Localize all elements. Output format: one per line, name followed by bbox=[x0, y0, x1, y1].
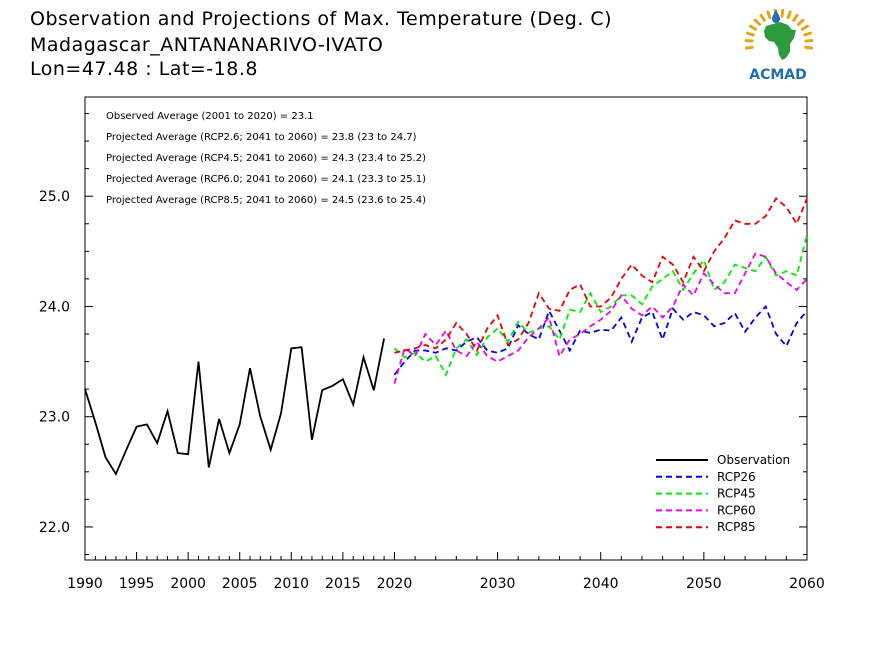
sun-ray bbox=[753, 18, 762, 26]
axis-ticks bbox=[84, 113, 808, 560]
x-tick-label: 2000 bbox=[170, 576, 206, 592]
acmad-logo: ACMAD bbox=[744, 8, 814, 83]
legend-label: RCP60 bbox=[717, 503, 756, 517]
average-annotation: Projected Average (RCP2.6; 2041 to 2060)… bbox=[106, 132, 417, 143]
sun-ray bbox=[759, 13, 766, 22]
sun-ray bbox=[796, 18, 805, 26]
logo-text: ACMAD bbox=[749, 67, 807, 83]
average-annotation: Observed Average (2001 to 2020) = 23.1 bbox=[106, 111, 314, 122]
y-tick-label: 22.0 bbox=[39, 520, 70, 536]
x-tick-label: 2040 bbox=[583, 576, 619, 592]
x-tick-label: 2030 bbox=[480, 576, 516, 592]
average-annotation: Projected Average (RCP6.0; 2041 to 2060)… bbox=[106, 174, 426, 185]
africa-map-logo-icon bbox=[764, 22, 796, 60]
x-tick-label: 1990 bbox=[67, 576, 103, 592]
y-tick-label: 24.0 bbox=[39, 299, 70, 315]
sun-ray bbox=[744, 45, 754, 50]
sun-ray bbox=[749, 24, 758, 31]
water-drop-icon bbox=[772, 10, 780, 23]
annotation-group: Observed Average (2001 to 2020) = 23.1 Pr… bbox=[106, 111, 426, 206]
x-tick-label: 2020 bbox=[377, 576, 413, 592]
series-line-rcp60 bbox=[393, 252, 808, 384]
series-line-observation bbox=[84, 338, 385, 476]
average-annotation: Projected Average (RCP4.5; 2041 to 2060)… bbox=[106, 153, 426, 164]
y-tick-label: 23.0 bbox=[39, 410, 70, 426]
sun-ray bbox=[800, 24, 809, 31]
series-line-rcp85 bbox=[394, 197, 808, 354]
average-annotation: Projected Average (RCP8.5; 2041 to 2060)… bbox=[106, 195, 426, 206]
sun-ray bbox=[804, 45, 814, 50]
x-tick-label: 2050 bbox=[686, 576, 722, 592]
sun-ray bbox=[792, 13, 799, 22]
y-tick-label: 25.0 bbox=[39, 189, 70, 205]
station-coordinates: Lon=47.48 : Lat=-18.8 bbox=[30, 58, 258, 80]
x-tick-label: 2015 bbox=[325, 576, 361, 592]
x-tick-label: 2010 bbox=[273, 576, 309, 592]
x-axis-labels: 1990 1995 2000 2005 2010 2015 2020 2030 2040 2050… bbox=[67, 576, 825, 592]
sun-ray bbox=[780, 8, 785, 18]
series-group bbox=[84, 197, 808, 476]
x-tick-label: 1995 bbox=[119, 576, 155, 592]
sun-ray bbox=[786, 10, 792, 20]
series-line-rcp45 bbox=[393, 234, 808, 377]
series-line-rcp26 bbox=[393, 304, 808, 376]
legend-label: RCP26 bbox=[717, 470, 756, 484]
legend-label: RCP85 bbox=[717, 520, 756, 534]
sun-ray bbox=[803, 31, 812, 37]
legend-label: RCP45 bbox=[717, 487, 756, 501]
y-axis-labels: 22.0 23.0 24.0 25.0 bbox=[39, 189, 70, 536]
x-tick-label: 2005 bbox=[222, 576, 258, 592]
legend: Observation RCP26 RCP45 RCP60 RCP85 bbox=[656, 453, 790, 534]
legend-label: Observation bbox=[717, 453, 790, 467]
chart-title: Observation and Projections of Max. Temp… bbox=[30, 8, 613, 30]
plot-frame bbox=[84, 96, 808, 561]
sun-ray bbox=[746, 31, 755, 37]
station-name: Madagascar_ANTANANARIVO-IVATO bbox=[30, 34, 384, 56]
sun-ray bbox=[766, 10, 772, 20]
x-tick-label: 2060 bbox=[789, 576, 825, 592]
